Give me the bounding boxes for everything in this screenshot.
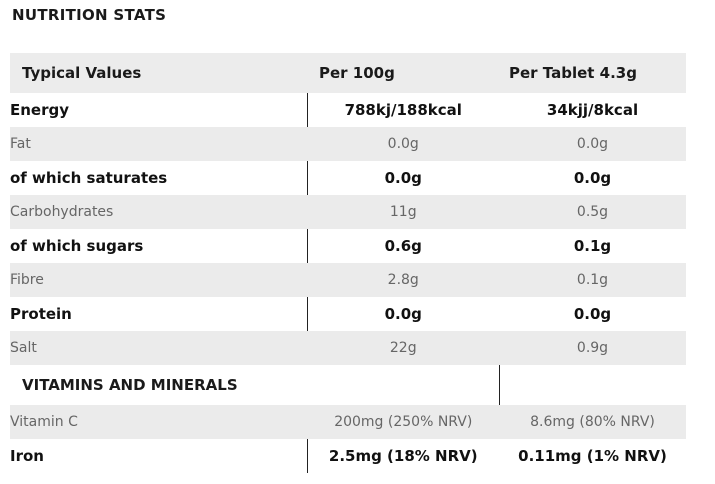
table-row: of which saturates 0.0g 0.0g — [10, 161, 686, 195]
table-row: Fibre 2.8g 0.1g — [10, 263, 686, 297]
row-value-per-100g: 0.0g — [306, 161, 499, 195]
table-row: Salt 22g 0.9g — [10, 331, 686, 365]
row-value-per-tablet: 0.0g — [499, 161, 686, 195]
row-label: Salt — [10, 331, 307, 365]
table-row: Carbohydrates 11g 0.5g — [10, 195, 686, 229]
row-value-per-100g: 0.0g — [306, 127, 499, 161]
table-row: Iron 2.5mg (18% NRV) 0.11mg (1% NRV) — [10, 439, 686, 473]
column-header-per-tablet: Per Tablet 4.3g — [499, 53, 686, 93]
nutrition-table: Typical Values Per 100g Per Tablet 4.3g … — [10, 53, 686, 473]
section-spacer — [499, 365, 686, 405]
column-header-typical-values: Typical Values — [10, 53, 307, 93]
row-label: Fat — [10, 127, 307, 161]
row-value-per-tablet: 0.5g — [499, 195, 686, 229]
row-value-per-100g: 11g — [306, 195, 499, 229]
table-row: of which sugars 0.6g 0.1g — [10, 229, 686, 263]
row-value-per-100g: 0.0g — [306, 297, 499, 331]
row-label: Protein — [10, 297, 307, 331]
table-row: Protein 0.0g 0.0g — [10, 297, 686, 331]
row-label: Energy — [10, 93, 307, 127]
row-value-per-100g: 788kj/188kcal — [306, 93, 499, 127]
table-row: Fat 0.0g 0.0g — [10, 127, 686, 161]
row-value-per-tablet: 8.6mg (80% NRV) — [499, 405, 686, 439]
row-label: Vitamin C — [10, 405, 307, 439]
row-value-per-100g: 22g — [306, 331, 499, 365]
row-label: of which sugars — [10, 229, 307, 263]
column-header-per-100g: Per 100g — [307, 53, 499, 93]
row-value-per-100g: 0.6g — [306, 229, 499, 263]
page-title: NUTRITION STATS — [12, 6, 167, 24]
row-value-per-tablet: 0.1g — [499, 263, 686, 297]
row-value-per-tablet: 0.9g — [499, 331, 686, 365]
section-header-row: VITAMINS AND MINERALS — [10, 365, 686, 405]
row-value-per-100g: 200mg (250% NRV) — [306, 405, 499, 439]
row-value-per-tablet: 0.1g — [499, 229, 686, 263]
row-value-per-100g: 2.5mg (18% NRV) — [306, 439, 499, 473]
row-value-per-tablet: 0.11mg (1% NRV) — [499, 439, 686, 473]
table-row: Energy 788kj/188kcal 34kjj/8kcal — [10, 93, 686, 127]
row-label: Fibre — [10, 263, 307, 297]
row-label: Carbohydrates — [10, 195, 307, 229]
row-value-per-tablet: 0.0g — [499, 297, 686, 331]
section-title: VITAMINS AND MINERALS — [10, 365, 500, 405]
table-row: Vitamin C 200mg (250% NRV) 8.6mg (80% NR… — [10, 405, 686, 439]
table-header-row: Typical Values Per 100g Per Tablet 4.3g — [10, 53, 686, 93]
row-value-per-100g: 2.8g — [306, 263, 499, 297]
row-value-per-tablet: 34kjj/8kcal — [499, 93, 686, 127]
row-value-per-tablet: 0.0g — [499, 127, 686, 161]
row-label: Iron — [10, 439, 307, 473]
row-label: of which saturates — [10, 161, 307, 195]
